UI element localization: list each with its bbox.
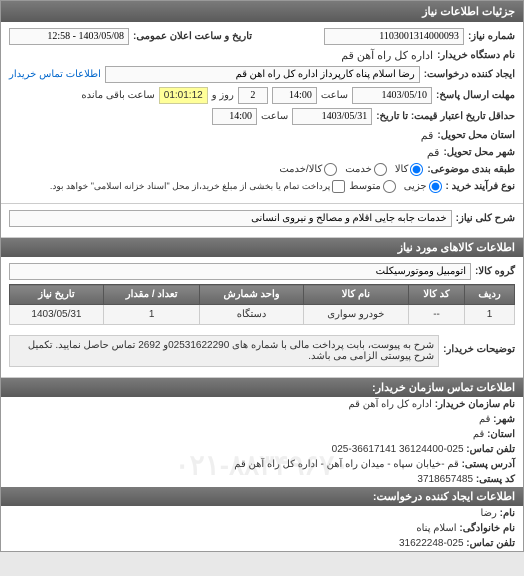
request-number-input[interactable]: [324, 28, 464, 45]
goods-table: ردیف کد کالا نام کالا واحد شمارش تعداد /…: [9, 284, 515, 325]
contact-value-2: قم: [473, 429, 484, 440]
category-option-1[interactable]: خدمت: [345, 163, 387, 176]
request-number-label: شماره نیاز:: [468, 31, 515, 42]
contact-label-1: شهر:: [493, 414, 515, 425]
deadline-suffix: ساعت باقی مانده: [81, 90, 154, 101]
contact-label-5: کد پستی:: [476, 474, 515, 485]
th-1: کد کالا: [408, 285, 464, 305]
deadline-days-input[interactable]: [238, 87, 268, 104]
city-value: قم: [427, 146, 440, 159]
deadline-date-input[interactable]: [352, 87, 432, 104]
province-value: قم: [421, 129, 434, 142]
creator-label-1: نام خانوادگی:: [459, 523, 515, 534]
process-option-1[interactable]: متوسط: [349, 180, 395, 193]
validity-time-label: ساعت: [261, 111, 288, 122]
category-label: طبقه بندی موضوعی:: [427, 164, 515, 175]
th-2: نام کالا: [303, 285, 408, 305]
td-5: 1403/05/31: [10, 305, 104, 325]
goods-group-input[interactable]: [9, 263, 471, 280]
announce-date-input[interactable]: [9, 28, 129, 45]
contact-value-4: قم -خیابان سپاه - میدان راه آهن - اداره …: [234, 459, 458, 470]
process-radio-0[interactable]: [429, 180, 442, 193]
contact-value-1: قم: [479, 414, 490, 425]
category-radio-2[interactable]: [324, 163, 337, 176]
creator-label: ایجاد کننده درخواست:: [424, 69, 515, 80]
category-radio-1[interactable]: [374, 163, 387, 176]
countdown-box: 01:01:12: [159, 87, 208, 104]
category-option-2[interactable]: کالا/خدمت: [279, 163, 337, 176]
validity-label: حداقل تاریخ اعتبار قیمت: تا تاریخ:: [376, 111, 515, 122]
deadline-time-input[interactable]: [272, 87, 317, 104]
th-4: تعداد / مقدار: [103, 285, 199, 305]
category-radio-0[interactable]: [410, 163, 423, 176]
contact-section-title: اطلاعات تماس سازمان خریدار:: [1, 378, 523, 397]
creator-input[interactable]: [105, 66, 420, 83]
treasury-checkbox[interactable]: [332, 180, 345, 193]
contact-info-link[interactable]: اطلاعات تماس خریدار: [9, 69, 101, 80]
td-4: 1: [103, 305, 199, 325]
contact-label-3: تلفن تماس:: [466, 444, 515, 455]
deadline-time-label: ساعت: [321, 90, 348, 101]
goods-section-title: اطلاعات کالاهای مورد نیاز: [1, 238, 523, 257]
treasury-checkbox-item[interactable]: پرداخت تمام یا بخشی از مبلغ خرید،از محل …: [50, 180, 345, 193]
contact-value-0: اداره کل راه آهن قم: [348, 399, 431, 410]
contact-label-4: آدرس پستی:: [462, 459, 515, 470]
contact-label-2: استان:: [487, 429, 515, 440]
creator-value-1: اسلام پناه: [416, 523, 456, 534]
buyer-org-label: نام دستگاه خریدار:: [437, 50, 515, 61]
table-row: 1 -- خودرو سواری دستگاه 1 1403/05/31: [10, 305, 515, 325]
buyer-note-label: توضیحات خریدار:: [443, 344, 515, 355]
goods-group-label: گروه کالا:: [475, 266, 515, 277]
td-1: --: [408, 305, 464, 325]
announce-date-label: تاریخ و ساعت اعلان عمومی:: [133, 31, 252, 42]
td-2: خودرو سواری: [303, 305, 408, 325]
td-0: 1: [465, 305, 515, 325]
city-label: شهر محل تحویل:: [443, 147, 515, 158]
table-header-row: ردیف کد کالا نام کالا واحد شمارش تعداد /…: [10, 285, 515, 305]
panel-header: جزئیات اطلاعات نیاز: [1, 1, 523, 22]
need-desc-input[interactable]: [9, 210, 452, 227]
need-desc-label: شرح کلی نیاز:: [456, 213, 515, 224]
contact-label-0: نام سازمان خریدار:: [435, 399, 515, 410]
creator-value-2: 025-31622248: [399, 538, 464, 549]
th-5: تاریخ نیاز: [10, 285, 104, 305]
validity-date-input[interactable]: [292, 108, 372, 125]
process-radio-1[interactable]: [383, 180, 396, 193]
category-radio-group: کالا خدمت کالا/خدمت: [279, 163, 423, 176]
creator-label-2: تلفن تماس:: [466, 538, 515, 549]
category-option-0[interactable]: کالا: [395, 163, 424, 176]
buyer-org-value: اداره کل راه آهن قم: [341, 49, 433, 62]
creator-section-title: اطلاعات ایجاد کننده درخواست:: [1, 487, 523, 506]
th-3: واحد شمارش: [200, 285, 303, 305]
process-radio-group: جزیی متوسط: [349, 180, 441, 193]
creator-value-0: رضا: [480, 508, 496, 519]
th-0: ردیف: [465, 285, 515, 305]
buyer-note-box: شرح به پیوست، بابت پرداخت مالی با شماره …: [9, 335, 439, 367]
province-label: استان محل تحویل:: [437, 130, 515, 141]
td-3: دستگاه: [200, 305, 303, 325]
deadline-label: مهلت ارسال پاسخ:: [436, 90, 515, 101]
process-type-label: نوع فرآیند خرید :: [446, 181, 515, 192]
creator-label-0: نام:: [500, 508, 515, 519]
validity-time-input[interactable]: [212, 108, 257, 125]
contact-value-5: 3718657485: [417, 474, 473, 485]
contact-value-3: 025-36124400 36617141-025: [332, 444, 464, 455]
deadline-remain-label: روز و: [212, 90, 234, 101]
process-option-0[interactable]: جزیی: [404, 180, 442, 193]
